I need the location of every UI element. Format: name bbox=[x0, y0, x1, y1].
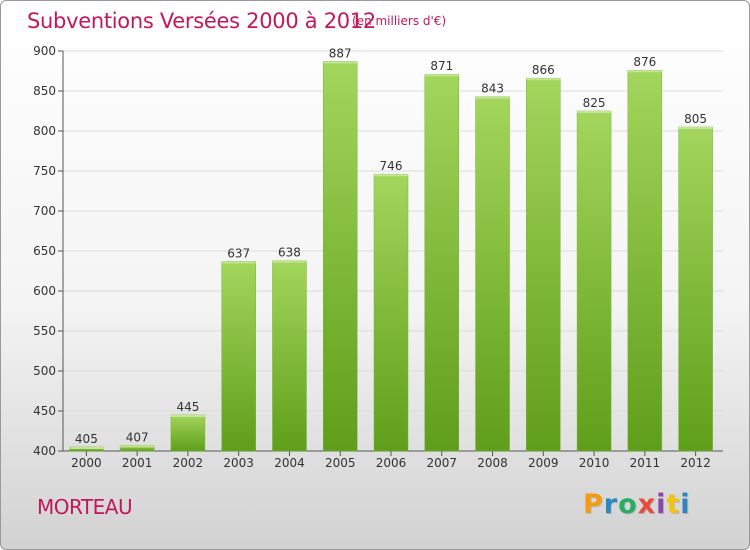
x-tick-label-2012: 2012 bbox=[680, 456, 711, 470]
x-tick-label-2002: 2002 bbox=[173, 456, 204, 470]
x-tick-label-2010: 2010 bbox=[579, 456, 610, 470]
data-label-2007: 871 bbox=[430, 59, 453, 73]
bar-highlight bbox=[475, 96, 510, 99]
data-label-2011: 876 bbox=[633, 55, 656, 69]
chart-subtitle: (en milliers d'€) bbox=[352, 14, 447, 28]
y-tick-label: 850 bbox=[33, 84, 56, 98]
bar-2006 bbox=[373, 173, 409, 452]
data-label-2009: 866 bbox=[532, 63, 555, 77]
data-label-2003: 637 bbox=[227, 246, 250, 260]
y-tick-label: 900 bbox=[33, 44, 56, 58]
data-label-2005: 887 bbox=[329, 46, 352, 60]
bar-2002 bbox=[170, 414, 206, 452]
x-tick-label-2000: 2000 bbox=[71, 456, 102, 470]
y-tick-label: 800 bbox=[33, 124, 56, 138]
data-label-2004: 638 bbox=[278, 246, 301, 260]
logo-letter: P bbox=[583, 489, 604, 520]
logo-letter: o bbox=[618, 489, 638, 520]
logo-letter: x bbox=[637, 489, 657, 520]
bar-highlight bbox=[526, 78, 561, 81]
commune-name: MORTEAU bbox=[37, 495, 133, 519]
bar-highlight bbox=[221, 261, 256, 264]
x-tick-label-2007: 2007 bbox=[426, 456, 457, 470]
bar-2011 bbox=[627, 69, 663, 452]
x-tick-label-2001: 2001 bbox=[122, 456, 153, 470]
proxiti-logo: Proxiti bbox=[583, 489, 691, 520]
bar-2008 bbox=[475, 96, 510, 452]
bar-highlight bbox=[120, 445, 155, 448]
bar-2003 bbox=[221, 261, 256, 452]
bar-highlight bbox=[627, 70, 662, 73]
bar-highlight bbox=[170, 415, 205, 417]
logo-letter: i bbox=[680, 489, 691, 520]
data-label-2008: 843 bbox=[481, 82, 504, 96]
bar-2004 bbox=[272, 260, 307, 452]
x-tick-label-2005: 2005 bbox=[325, 456, 356, 470]
y-tick-label: 700 bbox=[33, 204, 56, 218]
data-label-2000: 405 bbox=[75, 432, 98, 446]
data-label-2002: 445 bbox=[176, 400, 199, 414]
bar-2005 bbox=[322, 61, 358, 452]
bar-highlight bbox=[272, 260, 307, 263]
bar-2012 bbox=[678, 126, 713, 452]
bar-highlight bbox=[577, 111, 612, 113]
bar-2010 bbox=[576, 110, 612, 452]
x-tick-label-2003: 2003 bbox=[223, 456, 254, 470]
data-label-2006: 746 bbox=[380, 159, 403, 173]
y-tick-label: 400 bbox=[33, 444, 56, 458]
data-label-2001: 407 bbox=[126, 430, 149, 444]
x-tick-label-2011: 2011 bbox=[630, 456, 661, 470]
bar-highlight bbox=[323, 61, 358, 64]
y-tick-label: 450 bbox=[33, 404, 56, 418]
x-tick-label-2008: 2008 bbox=[477, 456, 508, 470]
axes: 400 450 500 550 600 650 700 750 800 850 900 2000 200… bbox=[33, 44, 723, 470]
y-tick-label: 550 bbox=[33, 324, 56, 338]
logo-letter: i bbox=[656, 489, 667, 520]
bar-highlight bbox=[374, 174, 408, 177]
chart-title: Subventions Versées 2000 à 2012 bbox=[27, 9, 376, 33]
bar-highlight bbox=[424, 74, 459, 77]
bar-highlight bbox=[678, 127, 713, 129]
x-tick-label-2004: 2004 bbox=[274, 456, 305, 470]
y-tick-label: 750 bbox=[33, 164, 56, 178]
data-label-2010: 825 bbox=[583, 96, 606, 110]
y-tick-label: 600 bbox=[33, 284, 56, 298]
bar-2007 bbox=[424, 73, 460, 452]
bar-highlight bbox=[69, 447, 104, 449]
bars bbox=[69, 61, 713, 452]
data-label-2012: 805 bbox=[684, 112, 707, 126]
bar-2009 bbox=[526, 77, 561, 452]
data-labels: 405 407 445 637 638 887 746 871 843 866 825 876 805 bbox=[75, 46, 707, 446]
logo-letter: t bbox=[666, 489, 681, 520]
logo-letter: r bbox=[603, 489, 619, 520]
y-tick-label: 500 bbox=[33, 364, 56, 378]
x-tick-label-2006: 2006 bbox=[376, 456, 407, 470]
x-tick-label-2009: 2009 bbox=[528, 456, 559, 470]
y-tick-label: 650 bbox=[33, 244, 56, 258]
